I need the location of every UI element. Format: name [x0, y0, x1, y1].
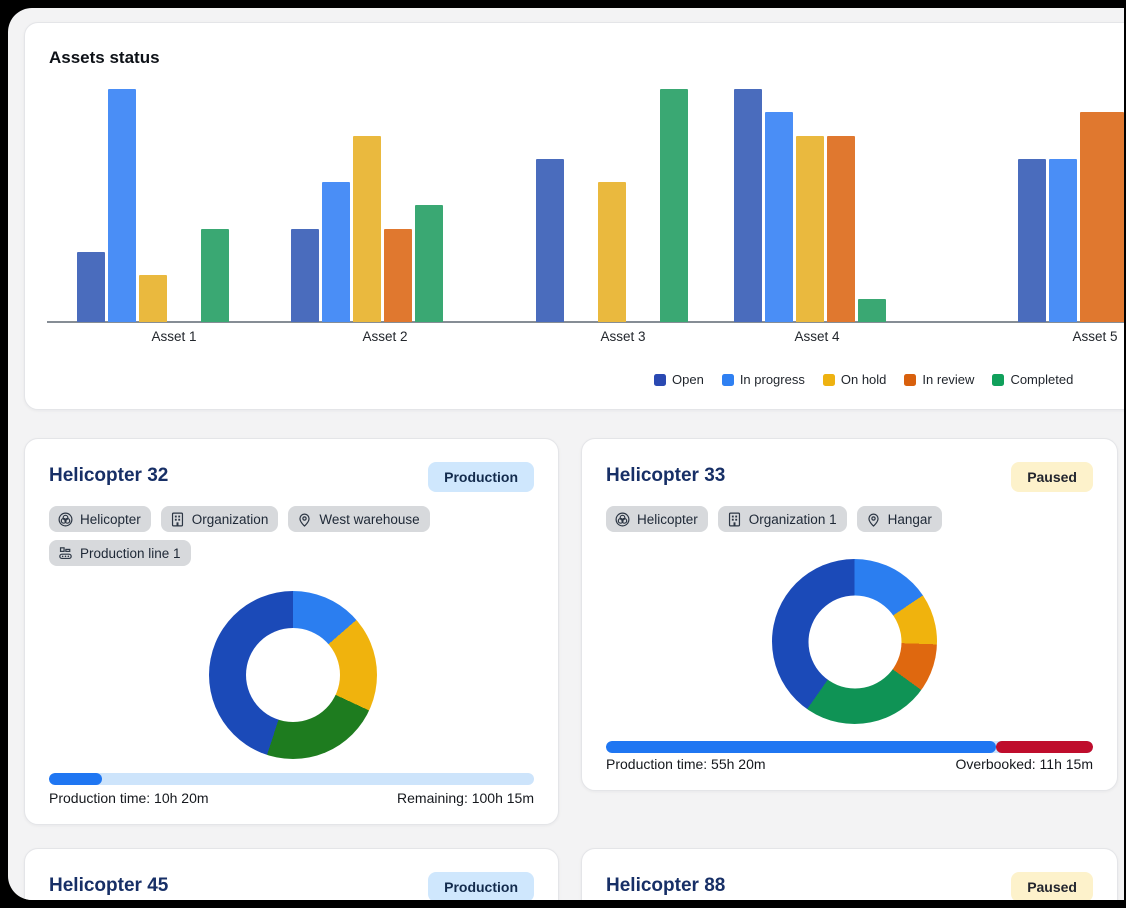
tag-label: Helicopter — [80, 511, 141, 527]
tag-list: Helicopter Organization West warehouse Prod… — [49, 506, 534, 566]
asset-card-helicopter-45[interactable]: Helicopter 45 Production — [24, 848, 559, 900]
x-axis-label: Asset 5 — [1072, 329, 1118, 344]
card-title: Helicopter 33 — [606, 465, 726, 486]
progress-segment-production — [606, 741, 996, 753]
x-axis-line — [47, 321, 1124, 323]
tag-west-warehouse: West warehouse — [288, 506, 430, 532]
production-progress-bar — [49, 773, 534, 785]
bar-completed-asset-2 — [415, 205, 443, 322]
asset-card-helicopter-88[interactable]: Helicopter 88 Paused — [581, 848, 1118, 900]
progress-segment-overbooked — [995, 741, 1093, 753]
tag-label: Production line 1 — [80, 545, 181, 561]
legend-swatch-completed — [992, 373, 1005, 386]
status-badge: Paused — [1011, 462, 1093, 492]
bar-open-asset-3 — [536, 159, 564, 322]
bar-open-asset-5 — [1018, 159, 1046, 322]
progress-text-row: Production time: 10h 20m Remaining: 100h… — [49, 790, 534, 806]
bar-open-asset-4 — [734, 89, 762, 322]
legend-item-completed[interactable]: Completed — [992, 372, 1073, 387]
bar-on_hold-asset-4 — [796, 136, 824, 322]
bar-in_review-asset-5 — [1080, 112, 1124, 322]
legend-label: In progress — [739, 372, 805, 387]
asset-card-helicopter-33[interactable]: Helicopter 33 Paused Helicopter Organizat… — [581, 438, 1118, 791]
bar-in_progress-asset-2 — [322, 182, 350, 322]
dashboard-panel: Assets status Asset 1 Asset 2 Asset 3 Asset… — [8, 8, 1124, 900]
legend-item-on_hold[interactable]: On hold — [822, 372, 887, 387]
card-title: Helicopter 32 — [49, 465, 169, 486]
tag-label: Hangar — [887, 511, 932, 527]
tag-helicopter: Helicopter — [49, 506, 151, 532]
bar-completed-asset-3 — [660, 89, 688, 322]
location-icon — [865, 511, 882, 528]
progress-segment-production — [49, 773, 103, 785]
status-badge: Production — [428, 462, 534, 492]
legend-swatch-in_progress — [721, 373, 734, 386]
tag-list: Helicopter Organization 1 Hangar — [606, 506, 1093, 532]
legend-label: On hold — [840, 372, 887, 387]
bar-in_progress-asset-1 — [108, 89, 136, 322]
location-icon — [296, 511, 313, 528]
bar-chart-plot: Asset 1 Asset 2 Asset 3 Asset 4 Asset 5 — [25, 23, 1124, 344]
bar-open-asset-2 — [291, 229, 319, 322]
bar-on_hold-asset-3 — [598, 182, 626, 322]
organization-icon — [726, 511, 743, 528]
organization-icon — [169, 511, 186, 528]
bar-on_hold-asset-2 — [353, 136, 381, 322]
production-time-text: Production time: 10h 20m — [49, 790, 209, 806]
helicopter-icon — [57, 511, 74, 528]
tag-label: Helicopter — [637, 511, 698, 527]
asset-card-helicopter-32[interactable]: Helicopter 32 Production Helicopter Organ… — [24, 438, 559, 825]
card-title: Helicopter 88 — [606, 875, 726, 896]
legend-swatch-open — [654, 373, 666, 386]
status-donut-chart — [772, 559, 937, 724]
bar-completed-asset-1 — [201, 229, 229, 322]
production-time-text: Production time: 55h 20m — [606, 756, 766, 772]
x-axis-label: Asset 2 — [362, 329, 408, 344]
donut-hole — [246, 628, 340, 722]
legend-label: Open — [672, 372, 704, 387]
legend-label: Completed — [1010, 372, 1074, 387]
x-axis-label: Asset 1 — [151, 329, 197, 344]
progress-text-row: Production time: 55h 20m Overbooked: 11h… — [606, 756, 1093, 772]
tag-label: West warehouse — [319, 511, 420, 527]
bar-in_progress-asset-4 — [765, 112, 793, 322]
status-donut-chart — [209, 591, 377, 759]
remaining-time-text: Remaining: 100h 15m — [397, 790, 534, 806]
bar-open-asset-1 — [77, 252, 105, 322]
x-axis-label: Asset 3 — [600, 329, 646, 344]
status-badge: Production — [428, 872, 534, 900]
bar-in_progress-asset-5 — [1049, 159, 1077, 322]
x-axis-label: Asset 4 — [794, 329, 840, 344]
bar-on_hold-asset-1 — [139, 275, 167, 322]
assets-status-card: Assets status Asset 1 Asset 2 Asset 3 Asset… — [24, 22, 1124, 410]
tag-organization-1: Organization 1 — [717, 506, 847, 532]
chart-title: Assets status — [49, 48, 160, 67]
chart-legend: Open In progress On hold In review Completed — [654, 372, 1073, 387]
overbooked-time-text: Overbooked: 11h 15m — [955, 756, 1094, 772]
legend-item-in_review[interactable]: In review — [904, 372, 974, 387]
tag-hangar: Hangar — [856, 506, 942, 532]
tag-label: Organization — [191, 511, 269, 527]
bar-completed-asset-4 — [858, 299, 886, 322]
tag-helicopter: Helicopter — [606, 506, 708, 532]
helicopter-icon — [614, 511, 631, 528]
bar-in_review-asset-4 — [827, 136, 855, 322]
legend-item-open[interactable]: Open — [654, 372, 704, 387]
legend-swatch-on_hold — [822, 373, 835, 386]
legend-swatch-in_review — [904, 373, 917, 386]
tag-label: Organization 1 — [748, 511, 837, 527]
tag-organization: Organization — [160, 506, 279, 532]
production-progress-bar — [606, 741, 1093, 753]
bar-in_review-asset-2 — [384, 229, 412, 322]
tag-production-line-1: Production line 1 — [49, 540, 191, 566]
status-badge: Paused — [1011, 872, 1093, 900]
production-line-icon — [57, 545, 74, 562]
card-title: Helicopter 45 — [49, 875, 169, 896]
legend-label: In review — [922, 372, 975, 387]
legend-item-in_progress[interactable]: In progress — [721, 372, 805, 387]
donut-hole — [808, 595, 901, 688]
